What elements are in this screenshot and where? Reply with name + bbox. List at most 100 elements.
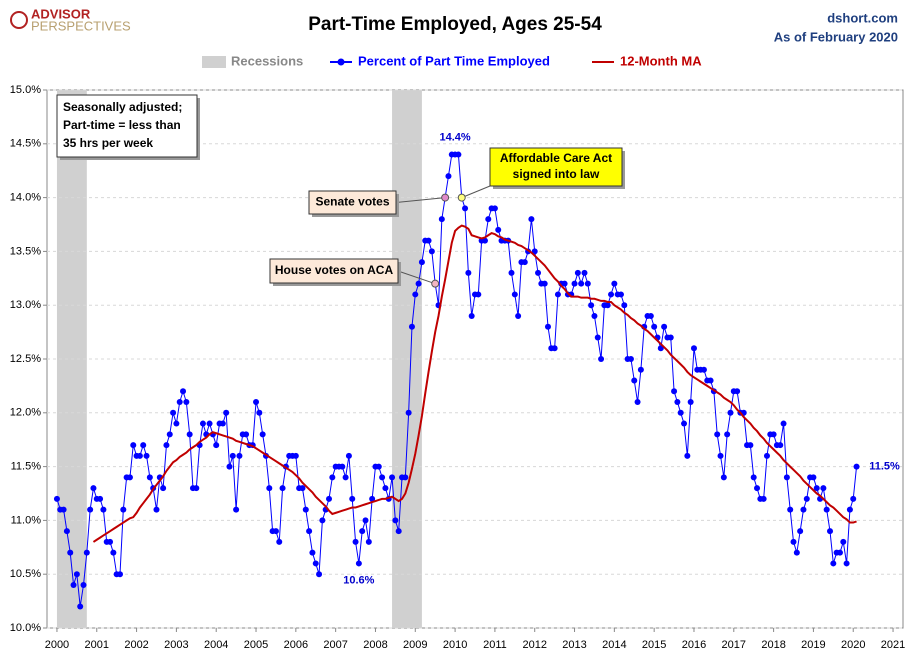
- data-point: [170, 409, 177, 416]
- data-point: [213, 442, 220, 449]
- data-point: [787, 506, 794, 513]
- data-point: [700, 366, 707, 373]
- callout-text: signed into law: [513, 167, 600, 181]
- y-tick-label: 15.0%: [10, 84, 41, 96]
- data-point: [541, 280, 548, 287]
- data-point: [783, 474, 790, 481]
- data-point: [342, 474, 349, 481]
- legend-label: 12-Month MA: [620, 53, 702, 68]
- data-point: [853, 463, 860, 470]
- data-point: [402, 474, 409, 481]
- data-point: [256, 409, 263, 416]
- data-point: [292, 452, 299, 459]
- data-point: [166, 431, 173, 438]
- data-point: [428, 248, 435, 255]
- data-point: [365, 538, 372, 545]
- data-point: [395, 528, 402, 535]
- x-tick-label: 2011: [483, 639, 507, 651]
- data-point: [253, 399, 260, 406]
- data-point: [724, 431, 731, 438]
- data-point: [382, 485, 389, 492]
- data-point: [110, 549, 117, 556]
- callout-point: [457, 193, 466, 202]
- note-box: [56, 94, 198, 158]
- data-point: [843, 560, 850, 567]
- data-point: [511, 291, 518, 298]
- callout-leader: [397, 270, 436, 285]
- data-point: [345, 452, 352, 459]
- data-point: [455, 151, 462, 158]
- data-point: [578, 280, 585, 287]
- data-point: [797, 528, 804, 535]
- data-point: [375, 463, 382, 470]
- data-point: [571, 280, 578, 287]
- data-point: [777, 442, 784, 449]
- x-tick-label: 2003: [164, 639, 188, 651]
- data-point: [462, 205, 469, 212]
- data-point: [717, 452, 724, 459]
- data-point: [70, 581, 77, 588]
- data-point: [793, 549, 800, 556]
- data-point: [83, 549, 90, 556]
- callout-leader: [461, 185, 491, 199]
- data-point: [515, 312, 522, 319]
- data-point: [219, 420, 226, 427]
- legend-marker: [337, 58, 345, 66]
- data-point: [405, 409, 412, 416]
- data-point: [193, 485, 200, 492]
- x-tick-label: 2004: [204, 639, 228, 651]
- point-label: 10.6%: [343, 574, 374, 586]
- data-point: [591, 312, 598, 319]
- callout-point: [431, 279, 440, 288]
- data-point: [306, 528, 313, 535]
- legend-recession-swatch: [202, 56, 226, 68]
- x-tick-label: 2010: [443, 639, 467, 651]
- data-point: [408, 323, 415, 330]
- data-point: [97, 495, 104, 502]
- data-point: [186, 431, 193, 438]
- data-point: [554, 291, 561, 298]
- data-point: [312, 560, 319, 567]
- data-point: [339, 463, 346, 470]
- data-point: [588, 302, 595, 309]
- data-point: [355, 560, 362, 567]
- data-point: [272, 528, 279, 535]
- x-tick-label: 2018: [761, 639, 785, 651]
- data-point: [846, 506, 853, 513]
- data-point: [840, 538, 847, 545]
- legend-label: Percent of Part Time Employed: [358, 53, 550, 68]
- data-point: [690, 345, 697, 352]
- data-point: [438, 216, 445, 223]
- data-point: [491, 205, 498, 212]
- data-point: [126, 474, 133, 481]
- data-point: [584, 280, 591, 287]
- data-point: [617, 291, 624, 298]
- data-point: [352, 538, 359, 545]
- data-point: [445, 173, 452, 180]
- data-point: [850, 495, 857, 502]
- x-tick-label: 2021: [881, 639, 905, 651]
- data-point: [574, 269, 581, 276]
- data-point: [266, 485, 273, 492]
- callout-box: [489, 147, 623, 187]
- series-line: [92, 224, 857, 543]
- data-point: [475, 291, 482, 298]
- data-point: [233, 506, 240, 513]
- data-point: [677, 409, 684, 416]
- data-point: [140, 442, 147, 449]
- y-tick-label: 10.0%: [10, 622, 41, 634]
- data-point: [727, 409, 734, 416]
- y-tick-label: 13.0%: [10, 299, 41, 311]
- y-tick-label: 10.5%: [10, 568, 41, 580]
- data-point: [359, 528, 366, 535]
- data-point: [206, 420, 213, 427]
- y-tick-label: 12.5%: [10, 353, 41, 365]
- data-point: [73, 571, 80, 578]
- data-point: [163, 442, 170, 449]
- data-point: [647, 312, 654, 319]
- x-tick-label: 2013: [562, 639, 586, 651]
- x-tick-label: 2014: [602, 639, 626, 651]
- data-point: [608, 291, 615, 298]
- data-point: [661, 323, 668, 330]
- data-point: [415, 280, 422, 287]
